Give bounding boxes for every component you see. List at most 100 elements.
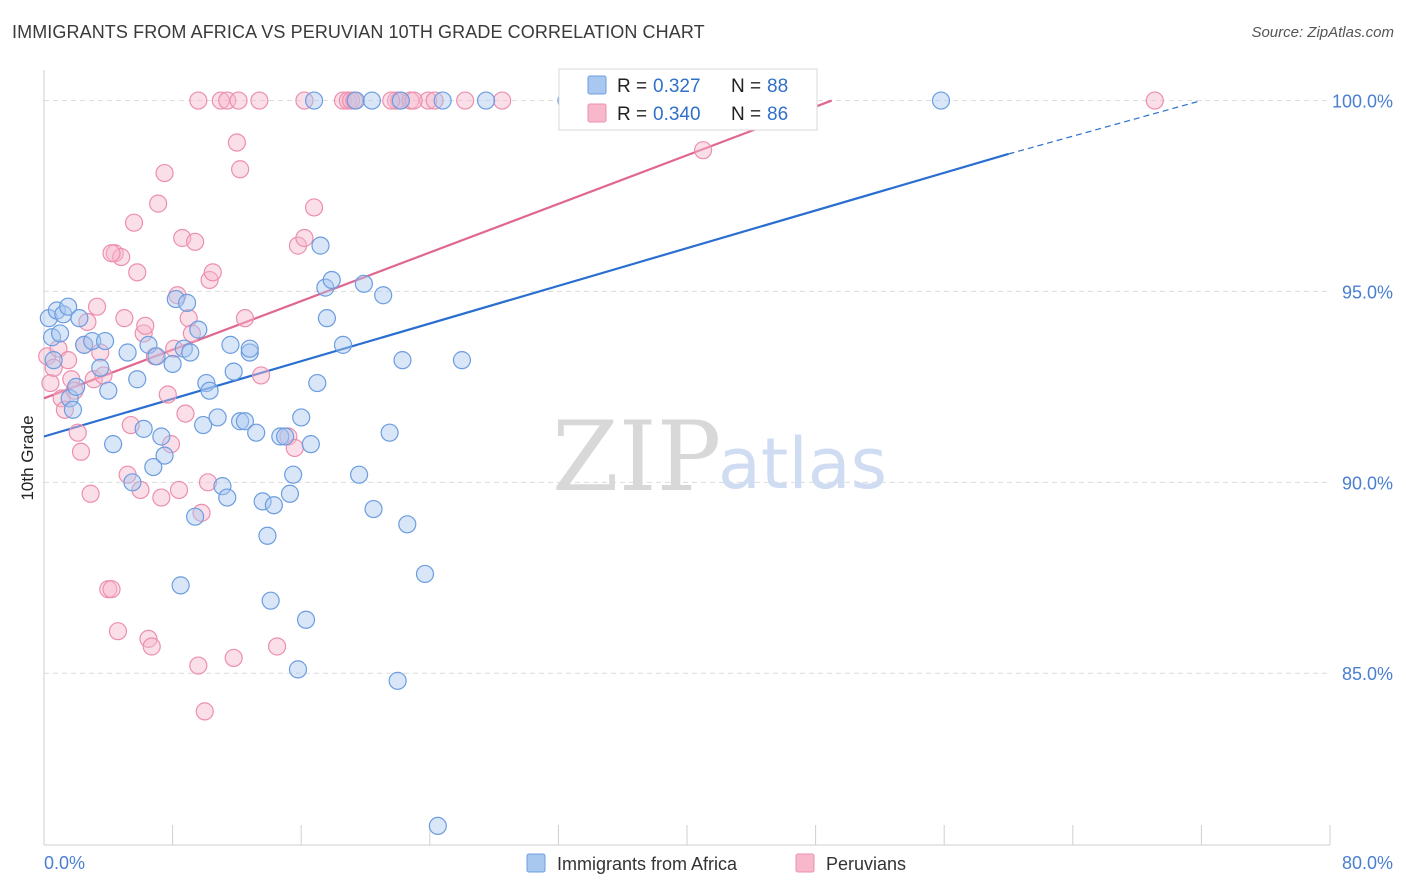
africa-point bbox=[364, 499, 383, 519]
x-tick-label: 0.0% bbox=[44, 853, 85, 873]
africa-point bbox=[163, 354, 182, 374]
peruvians-point bbox=[404, 91, 423, 110]
africa-point bbox=[258, 526, 277, 545]
peruvians-point bbox=[224, 648, 243, 668]
peruvians-point bbox=[169, 480, 189, 500]
peruvians-point bbox=[304, 198, 324, 217]
peruvians-point bbox=[41, 373, 60, 393]
africa-point bbox=[346, 91, 365, 110]
africa-point bbox=[50, 324, 70, 343]
peruvians-point bbox=[235, 309, 255, 328]
africa-point bbox=[296, 610, 316, 629]
y-tick-label: 95.0% bbox=[1342, 282, 1393, 302]
africa-point bbox=[194, 415, 213, 435]
africa-point bbox=[147, 347, 166, 366]
africa-point bbox=[322, 270, 341, 290]
peruvians-point bbox=[227, 133, 246, 152]
africa-point bbox=[208, 408, 227, 427]
peruvians-point bbox=[186, 232, 205, 251]
africa-point bbox=[271, 427, 290, 446]
peruvians-point bbox=[231, 160, 250, 179]
africa-point bbox=[83, 331, 102, 351]
peruvians-point bbox=[112, 247, 131, 267]
africa-point bbox=[128, 370, 147, 389]
y-tick-label: 100.0% bbox=[1332, 92, 1393, 112]
africa-point bbox=[393, 351, 412, 370]
peruvians-point bbox=[176, 404, 195, 423]
africa-point bbox=[235, 412, 255, 431]
legend-peru-swatch bbox=[795, 853, 815, 873]
africa-trend-line bbox=[43, 152, 1009, 438]
africa-point bbox=[931, 91, 951, 110]
africa-point bbox=[380, 423, 399, 442]
africa-point bbox=[155, 446, 174, 465]
africa-point bbox=[70, 309, 89, 328]
africa-point bbox=[292, 408, 311, 427]
tick-labels: 85.0% 90.0% 95.0% 100.0% 0.0% 80.0% bbox=[44, 92, 1393, 873]
africa-point bbox=[276, 427, 295, 446]
axes bbox=[43, 70, 1331, 846]
legend-africa-label: Immigrants from Africa bbox=[557, 854, 738, 874]
peruvians-point bbox=[142, 637, 161, 656]
africa-point bbox=[171, 576, 190, 595]
africa-point bbox=[200, 381, 219, 400]
africa-point bbox=[221, 335, 240, 354]
africa-point bbox=[317, 309, 337, 328]
africa-point bbox=[118, 343, 137, 362]
africa-point bbox=[288, 660, 308, 679]
peruvians-point bbox=[71, 442, 91, 461]
africa-point bbox=[415, 564, 435, 584]
africa-point bbox=[388, 671, 407, 690]
africa-point bbox=[91, 358, 110, 377]
africa-point bbox=[333, 335, 353, 354]
africa-point bbox=[284, 465, 303, 484]
africa-point bbox=[231, 412, 250, 431]
africa-point bbox=[134, 419, 153, 438]
africa-point bbox=[44, 351, 63, 370]
africa-point bbox=[213, 477, 232, 496]
africa-points bbox=[39, 91, 951, 836]
africa-point bbox=[240, 343, 259, 362]
peruvians-point bbox=[198, 473, 218, 492]
africa-point bbox=[349, 465, 369, 484]
africa-point bbox=[67, 377, 86, 396]
africa-point bbox=[59, 297, 78, 316]
peruvians-point bbox=[134, 324, 153, 343]
peruvians-point bbox=[229, 91, 248, 110]
africa-point bbox=[476, 91, 496, 110]
africa-point bbox=[152, 427, 171, 446]
peruvians-point bbox=[102, 244, 121, 263]
peruvians-point bbox=[382, 91, 401, 110]
peruvians-point bbox=[161, 435, 181, 454]
africa-point bbox=[186, 507, 205, 526]
peruvians-point bbox=[152, 488, 171, 507]
peruvians-point bbox=[68, 423, 87, 442]
watermark-zip: ZIP bbox=[552, 401, 721, 513]
peruvians-point bbox=[189, 91, 208, 110]
peruvians-point bbox=[115, 309, 134, 328]
peruvians-point bbox=[136, 316, 155, 335]
africa-point bbox=[99, 381, 118, 400]
africa-point bbox=[354, 274, 373, 293]
africa-point bbox=[95, 331, 115, 351]
peruvians-point bbox=[195, 702, 214, 721]
peruvians-point bbox=[124, 213, 144, 232]
source-label: Source: ZipAtlas.com bbox=[1251, 24, 1394, 41]
peruvians-point bbox=[59, 351, 78, 370]
peruvians-points bbox=[38, 91, 1164, 721]
peruvians-point bbox=[419, 91, 438, 110]
africa-point bbox=[177, 293, 197, 312]
africa-point bbox=[316, 278, 335, 297]
peruvians-point bbox=[250, 91, 269, 110]
legend-r-label-africa: R = bbox=[617, 76, 647, 97]
peruvians-point bbox=[203, 263, 222, 282]
africa-point bbox=[308, 373, 327, 393]
africa-point bbox=[261, 591, 280, 610]
africa-point bbox=[433, 91, 452, 110]
africa-point bbox=[374, 286, 393, 305]
africa-point bbox=[391, 91, 410, 110]
africa-point bbox=[218, 488, 237, 507]
peruvians-point bbox=[84, 370, 103, 389]
legend-stats-peru-swatch bbox=[587, 103, 607, 123]
africa-point bbox=[104, 435, 123, 454]
